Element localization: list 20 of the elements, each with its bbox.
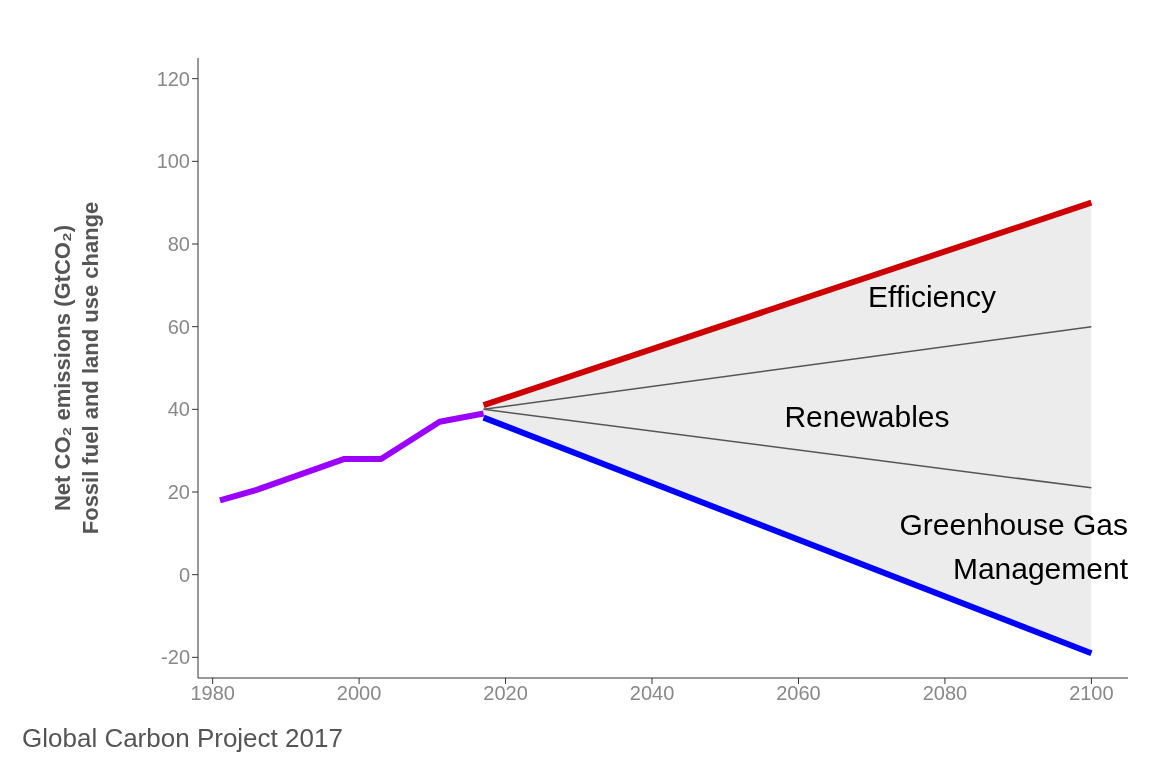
y-axis-title: Net CO₂ emissions (GtCO₂) Fossil fuel and land use change xyxy=(50,201,103,535)
y-tick-label: 0 xyxy=(178,563,190,586)
y-tick-label: 100 xyxy=(156,150,190,173)
x-tick-label: 1980 xyxy=(190,682,235,705)
y-tick-label: 20 xyxy=(167,481,190,504)
y-tick-label: 60 xyxy=(167,315,190,338)
y-tick-label: -20 xyxy=(161,646,190,669)
x-tick-label: 2040 xyxy=(629,682,675,705)
x-tick-label: 2060 xyxy=(776,682,821,705)
y-tick-label: 120 xyxy=(156,67,190,90)
x-tick-label: 2000 xyxy=(336,682,382,705)
x-tick-label: 2100 xyxy=(1069,682,1114,705)
x-tick-label: 2020 xyxy=(483,682,528,705)
y-tick-label: 80 xyxy=(167,233,190,256)
annotation: Greenhouse Gas Management xyxy=(899,507,1128,587)
text: Global Carbon Project 2017 xyxy=(22,723,344,754)
annotation: Renewables xyxy=(784,399,950,435)
y-tick-label: 40 xyxy=(167,398,190,421)
x-tick-label: 2080 xyxy=(922,682,968,705)
annotation: Efficiency xyxy=(868,279,996,315)
